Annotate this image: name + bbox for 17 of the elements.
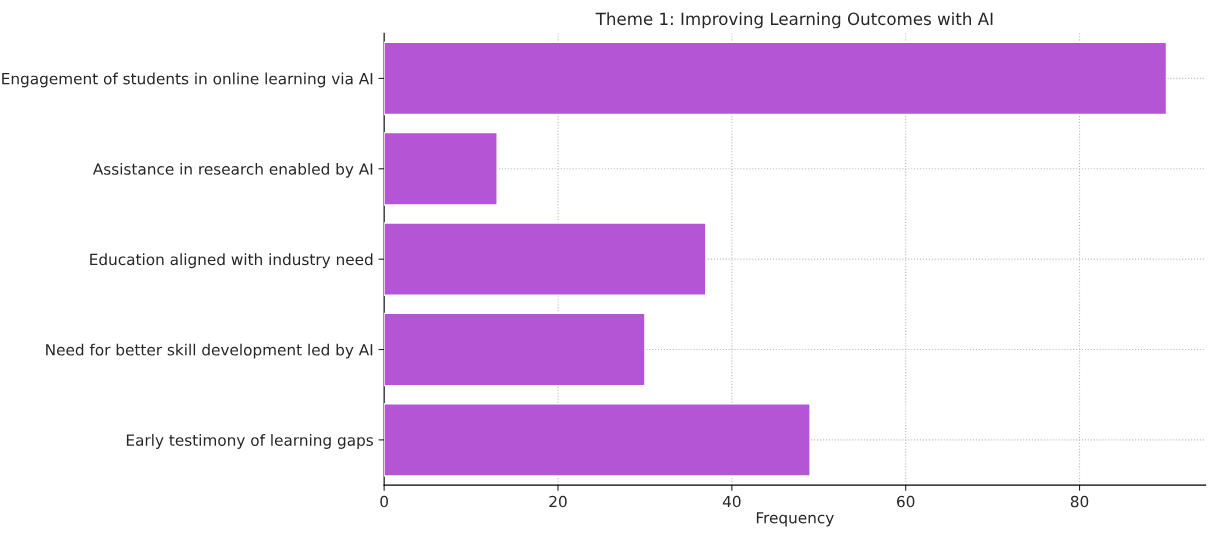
bar bbox=[384, 222, 707, 296]
bar bbox=[384, 131, 498, 206]
x-tick-label: 20 bbox=[549, 495, 567, 508]
bar bbox=[384, 312, 646, 387]
bar bbox=[384, 403, 811, 477]
y-tick-label: Need for better skill development led by AI bbox=[46, 343, 373, 359]
x-tick-label: 40 bbox=[722, 495, 741, 508]
y-tick-label: Early testimony of learning gaps bbox=[126, 434, 373, 449]
x-tick-label: 60 bbox=[897, 495, 915, 508]
x-tick-label: 80 bbox=[1070, 495, 1089, 508]
y-tick-label: Education aligned with industry need bbox=[90, 253, 373, 269]
y-tick-label: Engagement of students in online learning via AI bbox=[2, 72, 373, 88]
chart-title: Theme 1: Improving Learning Outcomes with AI bbox=[595, 12, 993, 29]
y-tick-label: Assistance in research enabled by AI bbox=[92, 162, 373, 178]
x-tick-label: 0 bbox=[380, 495, 388, 508]
x-axis-title: Frequency bbox=[756, 512, 834, 527]
bar bbox=[384, 41, 1168, 116]
